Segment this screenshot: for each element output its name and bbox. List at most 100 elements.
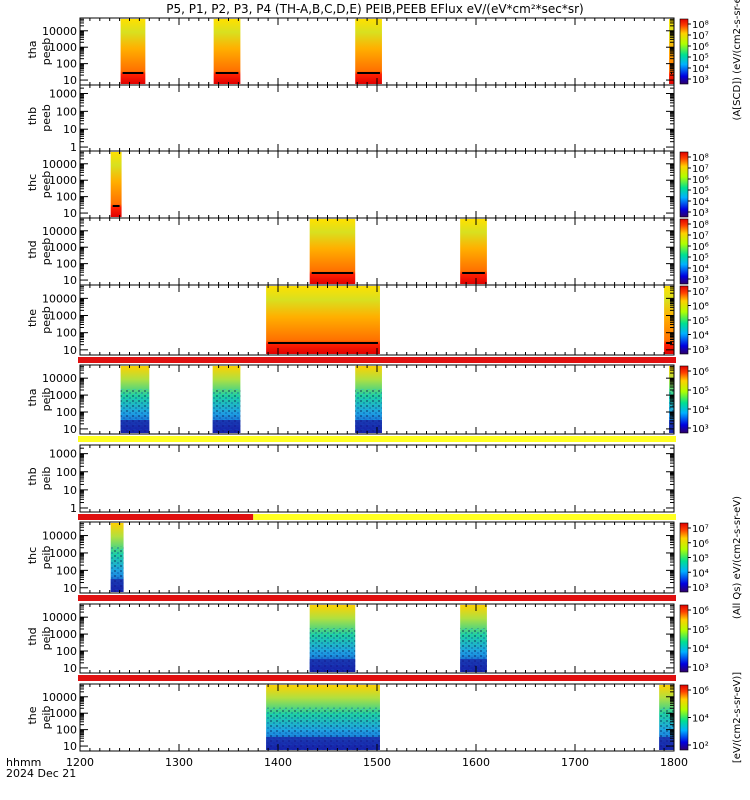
ytick-label-thc-peib-1: 1000 bbox=[49, 547, 77, 560]
panel-label-probe-thc-peib: thc bbox=[26, 547, 39, 564]
data-lowband-tha-peib-2 bbox=[355, 420, 382, 433]
cbar-tick-label-tha-peeb-4: 10⁴ bbox=[692, 64, 709, 75]
colorbar-thc-peib bbox=[679, 522, 689, 593]
data-block-tha-peeb-1 bbox=[213, 19, 241, 84]
ytick-label-thd-peib-3: 10 bbox=[63, 662, 77, 675]
cbar-tick-label-tha-peeb-3: 10⁵ bbox=[692, 53, 709, 64]
ytick-label-thb-peib-1: 100 bbox=[56, 466, 77, 479]
ytick-label-thd-peib-0: 10000 bbox=[42, 611, 77, 624]
ytick-label-thb-peeb-1: 100 bbox=[56, 105, 77, 118]
cbar-tick-label-the-peeb-4: 10³ bbox=[692, 345, 709, 356]
panel-the-peib: 10000 1000 100 10 the peib 10⁶ 10⁴ 10² [eV/(cm2-s… bbox=[26, 672, 743, 763]
cbar-tick-label-thc-peib-0: 10⁷ bbox=[692, 524, 709, 535]
colorbar-thd-peib bbox=[679, 604, 689, 673]
panel-label-product-the-peib: peib bbox=[40, 706, 53, 730]
ytick-label-tha-peib-2: 100 bbox=[56, 406, 77, 419]
ytick-label-the-peib-3: 10 bbox=[63, 740, 77, 753]
ytick-label-tha-peib-3: 10 bbox=[63, 423, 77, 436]
colorbar-tha-peib bbox=[679, 365, 689, 434]
status-bar-thb-peib-b bbox=[253, 514, 676, 520]
date-label: 2024 Dec 21 bbox=[6, 767, 76, 780]
ytick-label-thc-peib-0: 10000 bbox=[42, 530, 77, 543]
cbar-tick-label-thd-peib-1: 10⁵ bbox=[692, 625, 709, 636]
ytick-label-tha-peib-1: 1000 bbox=[49, 389, 77, 402]
panel-label-probe-tha-peib: tha bbox=[26, 388, 39, 406]
ytick-label-thd-peib-2: 100 bbox=[56, 645, 77, 658]
panel-label-product-the-peeb: peeb bbox=[40, 306, 53, 334]
cbar-tick-label-thd-peeb-2: 10⁶ bbox=[692, 242, 709, 253]
panel-thc-peib: 10000 1000 100 10 thc peib 10⁷ 10⁶ 10⁵ 10⁴ 10³ (All… bbox=[26, 496, 743, 619]
cbar-tick-label-the-peeb-2: 10⁵ bbox=[692, 316, 709, 327]
panel-label-probe-tha-peeb: tha bbox=[26, 40, 39, 58]
x-axis: 1200 1300 1400 1500 1600 1700 1800 bbox=[66, 756, 688, 769]
cbar-tick-label-thc-peib-2: 10⁵ bbox=[692, 554, 709, 565]
panel-frame-thc-peeb bbox=[79, 150, 675, 219]
ytick-label-thd-peeb-2: 100 bbox=[56, 258, 77, 271]
data-lowband-tha-peib-0 bbox=[120, 420, 150, 433]
ytick-label-thd-peeb-1: 1000 bbox=[49, 241, 77, 254]
panel-label-probe-thb-peeb: thb bbox=[26, 107, 39, 125]
data-block-thd-peeb-1 bbox=[460, 219, 487, 284]
colorbar-the-peib bbox=[679, 684, 689, 751]
cbar-tick-label-tha-peib-1: 10⁵ bbox=[692, 386, 709, 397]
cbar-tick-label-thd-peib-2: 10⁴ bbox=[692, 644, 709, 655]
panel-label-probe-thb-peib: thb bbox=[26, 467, 39, 485]
data-lowband-thd-peib-0 bbox=[309, 659, 356, 672]
ytick-label-thd-peeb-0: 10000 bbox=[42, 225, 77, 238]
cbar-tick-label-the-peib-2: 10² bbox=[692, 741, 709, 752]
panel-thb-peeb: 1000 100 10 1 thb peeb bbox=[26, 84, 675, 154]
ytick-label-the-peeb-2: 100 bbox=[56, 327, 77, 340]
ytick-label-the-peib-1: 1000 bbox=[49, 707, 77, 720]
cbar-tick-label-tha-peeb-2: 10⁶ bbox=[692, 42, 709, 53]
colorbar-tha-peeb bbox=[679, 18, 689, 85]
cbar-tick-label-the-peib-1: 10⁴ bbox=[692, 714, 709, 725]
data-block-thc-peeb-0 bbox=[110, 152, 122, 217]
cbar-label-thc-peib: (All Qs) eV/(cm2-s-sr-eV) bbox=[732, 496, 743, 619]
cbar-tick-label-thc-peeb-5: 10³ bbox=[692, 208, 709, 219]
xtick-label-5: 1700 bbox=[561, 756, 589, 769]
ytick-label-the-peib-2: 100 bbox=[56, 724, 77, 737]
ytick-label-tha-peeb-3: 10 bbox=[63, 74, 77, 87]
status-bar-thc-peib bbox=[78, 595, 676, 601]
cbar-tick-label-the-peeb-0: 10⁷ bbox=[692, 287, 709, 298]
cbar-tick-label-thd-peeb-5: 10³ bbox=[692, 275, 709, 286]
ytick-label-the-peeb-3: 10 bbox=[63, 344, 77, 357]
cbar-tick-label-thd-peeb-3: 10⁵ bbox=[692, 253, 709, 264]
xtick-label-2: 1400 bbox=[264, 756, 292, 769]
panel-label-probe-thd-peib: thd bbox=[26, 627, 39, 645]
cbar-tick-label-thc-peeb-2: 10⁶ bbox=[692, 175, 709, 186]
cbar-tick-label-thc-peeb-3: 10⁵ bbox=[692, 186, 709, 197]
cbar-tick-label-thc-peeb-4: 10⁴ bbox=[692, 197, 709, 208]
ytick-label-tha-peeb-0: 10000 bbox=[42, 25, 77, 38]
cbar-tick-label-thc-peib-4: 10³ bbox=[692, 583, 709, 594]
cbar-tick-label-tha-peib-3: 10³ bbox=[692, 424, 709, 435]
ytick-label-the-peeb-1: 1000 bbox=[49, 310, 77, 323]
ytick-label-thb-peeb-3: 1 bbox=[70, 141, 77, 154]
cbar-tick-label-the-peeb-3: 10⁴ bbox=[692, 331, 709, 342]
ytick-label-thb-peib-3: 1 bbox=[70, 502, 77, 515]
panel-label-probe-the-peib: the bbox=[26, 706, 39, 724]
panel-label-product-thc-peeb: peeb bbox=[40, 171, 53, 199]
panel-frame-thd-peeb bbox=[79, 217, 675, 286]
ytick-label-tha-peeb-2: 100 bbox=[56, 58, 77, 71]
data-lowband-thc-peib-0 bbox=[110, 579, 124, 592]
data-lowband-tha-peib-1 bbox=[212, 420, 241, 433]
status-bar-tha-peib bbox=[78, 436, 676, 442]
colorbar-thd-peeb bbox=[679, 218, 689, 285]
cbar-tick-label-thd-peeb-1: 10⁷ bbox=[692, 231, 709, 242]
cbar-tick-label-tha-peeb-0: 10⁸ bbox=[692, 20, 709, 31]
colorbar-the-peeb bbox=[679, 285, 689, 355]
figure-title: P5, P1, P2, P3, P4 (TH-A,B,C,D,E) PEIB,P… bbox=[166, 2, 583, 16]
ytick-label-thb-peib-0: 1000 bbox=[49, 448, 77, 461]
cbar-label-the-peib: [eV/(cm2-s-sr-eV)] bbox=[732, 672, 743, 763]
panel-label-product-thd-peib: peib bbox=[40, 627, 53, 651]
data-lowband-the-peib-0 bbox=[266, 737, 380, 750]
status-bar-thd-peib bbox=[78, 675, 676, 681]
ytick-label-the-peeb-0: 10000 bbox=[42, 292, 77, 305]
xtick-label-4: 1600 bbox=[462, 756, 490, 769]
panel-frame-thb-peib bbox=[79, 444, 675, 513]
xtick-label-1: 1300 bbox=[165, 756, 193, 769]
